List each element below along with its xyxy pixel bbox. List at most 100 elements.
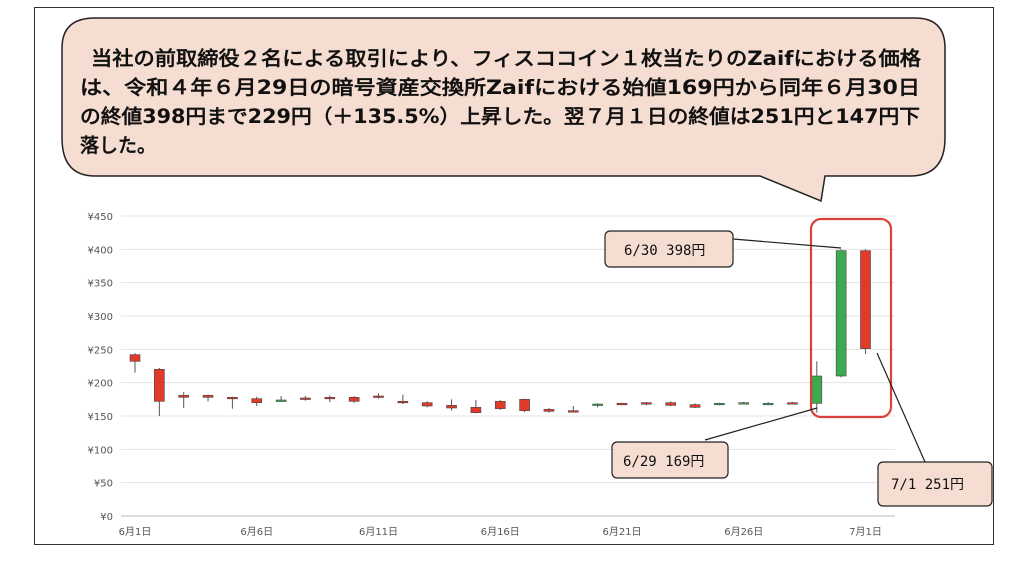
y-tick-label: ¥100: [88, 445, 113, 456]
candle-6-28: [787, 402, 798, 405]
candle-6-12: [397, 394, 409, 404]
candle-body: [494, 401, 506, 409]
candle-body: [348, 397, 360, 402]
candle-6-11: [373, 393, 384, 399]
leader-jul1: [876, 352, 926, 463]
candle-6-10: [348, 396, 360, 403]
candle-body: [519, 399, 530, 411]
x-tick-label: 7月1日: [849, 526, 882, 538]
callout-jun29-label: 6/29 169円: [623, 454, 704, 470]
callout-jun29: 6/29 169円: [611, 441, 729, 479]
candle-body: [592, 403, 603, 406]
callout-jul1: 7/1 251円: [877, 461, 993, 507]
y-tick-label: ¥450: [88, 212, 113, 223]
candle-6-14: [446, 399, 457, 411]
candle-6-9: [324, 395, 336, 402]
candle-6-23: [665, 401, 677, 406]
candle-6-27: [762, 402, 774, 406]
candle-body: [324, 397, 336, 400]
candle-6-25: [714, 402, 725, 406]
candle-body: [251, 398, 263, 403]
candle-body: [689, 404, 701, 408]
candle-6-1: [129, 353, 141, 373]
candle-6-30: [835, 249, 847, 378]
candle-6-6: [251, 396, 263, 406]
x-tick-label: 6月1日: [119, 526, 152, 538]
candle-6-17: [519, 398, 530, 412]
candle-body: [835, 250, 847, 377]
candle-7-1: [860, 249, 871, 354]
candle-6-3: [178, 392, 189, 408]
y-axis-ticks: ¥0 ¥50 ¥100 ¥150 ¥200 ¥250 ¥300 ¥350 ¥400 ¥450: [88, 212, 113, 523]
y-tick-label: ¥250: [88, 345, 113, 356]
annotation-line-2: は、令和４年６月29日の暗号資産交換所Zaifにおける始値169円から同年６月3…: [80, 76, 920, 99]
candle-body: [446, 405, 457, 409]
x-axis-ticks: 6月1日 6月6日 6月11日 6月16日 6月21日 6月26日 7月1日: [119, 526, 882, 538]
x-tick-label: 6月6日: [240, 526, 273, 538]
candle-6-24: [689, 403, 701, 408]
candle-body: [470, 407, 482, 413]
candle-6-16: [494, 400, 506, 410]
y-tick-label: ¥50: [94, 479, 113, 490]
candle-body: [373, 395, 384, 398]
candle-6-26: [738, 402, 750, 405]
candle-6-15: [470, 400, 482, 414]
candle-6-22: [641, 402, 652, 406]
annotation-line-3: の終値398円まで229円（＋135.5%）上昇した。翌７月１日の終値は251円…: [80, 105, 920, 128]
bubble-shape: [61, 17, 946, 203]
highlight-box: [809, 217, 893, 419]
x-tick-label: 6月11日: [359, 526, 398, 538]
candle-body: [616, 403, 628, 406]
candle-6-2: [154, 368, 165, 416]
annotation-line-1: 当社の前取締役２名による取引により、フィスココイン１枚当たりのZaifにおける価…: [91, 47, 922, 70]
candle-6-29: [811, 361, 823, 413]
candle-6-13: [421, 401, 433, 408]
candle-6-20: [592, 403, 603, 408]
candle-body: [543, 409, 555, 412]
candle-6-21: [616, 402, 628, 406]
callout-jul1-label: 7/1 251円: [891, 477, 964, 493]
candlestick-chart: 当社の前取締役２名による取引により、フィスココイン１枚当たりのZaifにおける価…: [61, 17, 993, 538]
candle-body: [421, 402, 433, 407]
candle-6-19: [567, 406, 579, 413]
y-tick-label: ¥300: [88, 312, 113, 323]
x-tick-label: 6月26日: [724, 526, 763, 538]
candle-body: [202, 395, 214, 398]
candle-body: [567, 410, 579, 413]
x-tick-label: 6月16日: [481, 526, 520, 538]
chart-frame: 当社の前取締役２名による取引により、フィスココイン１枚当たりのZaifにおける価…: [34, 7, 994, 545]
y-tick-label: ¥150: [88, 412, 113, 423]
annotation-line-4: 落した。: [80, 134, 156, 157]
candle-body: [129, 354, 141, 362]
leader-jun30: [732, 238, 842, 249]
y-tick-label: ¥0: [100, 512, 113, 523]
candle-body: [665, 402, 677, 406]
candle-body: [714, 403, 725, 406]
candle-body: [154, 369, 165, 402]
y-tick-label: ¥200: [88, 379, 113, 390]
candle-body: [300, 397, 311, 400]
y-tick-label: ¥350: [88, 279, 113, 290]
candle-body: [178, 395, 189, 398]
candle-body: [762, 403, 774, 406]
candles: [129, 249, 871, 416]
candle-body: [397, 401, 409, 404]
leader-jun29: [704, 407, 818, 441]
candle-body: [227, 397, 238, 400]
callout-jun30: 6/30 398円: [604, 230, 734, 268]
candle-body: [641, 402, 652, 405]
candle-body: [860, 250, 871, 349]
candle-body: [811, 375, 823, 404]
candle-body: [787, 402, 798, 405]
candle-6-8: [300, 396, 311, 401]
candle-6-4: [202, 394, 214, 402]
x-tick-label: 6月21日: [602, 526, 641, 538]
candle-body: [275, 399, 287, 402]
candle-6-7: [275, 396, 287, 402]
candle-body: [738, 402, 750, 405]
candle-6-5: [227, 396, 238, 409]
annotation-bubble: 当社の前取締役２名による取引により、フィスココイン１枚当たりのZaifにおける価…: [61, 17, 946, 203]
candle-6-18: [543, 408, 555, 413]
callout-jun30-label: 6/30 398円: [624, 243, 705, 259]
grid-lines: [121, 215, 895, 517]
